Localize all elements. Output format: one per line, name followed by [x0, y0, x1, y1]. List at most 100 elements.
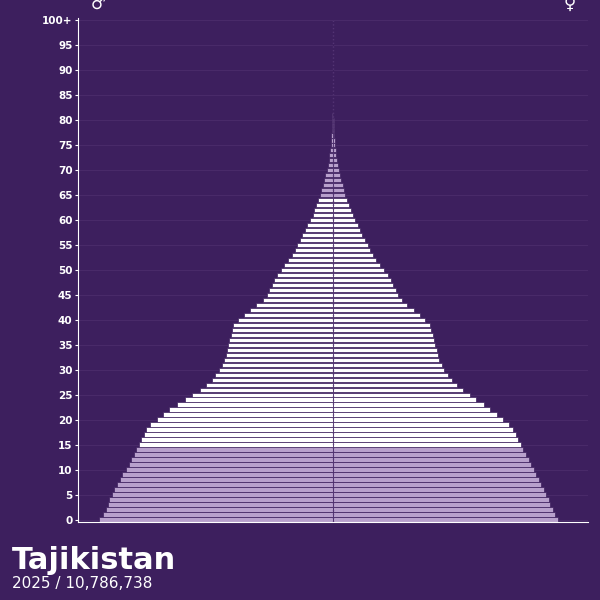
Bar: [297, 243, 333, 247]
Bar: [284, 263, 333, 267]
Bar: [331, 143, 333, 148]
Bar: [333, 243, 368, 247]
Bar: [333, 332, 433, 337]
Bar: [331, 138, 333, 143]
Bar: [332, 123, 333, 128]
Bar: [333, 507, 553, 512]
Bar: [109, 497, 333, 502]
Bar: [333, 183, 343, 187]
Bar: [333, 163, 338, 167]
Bar: [333, 248, 370, 252]
Bar: [126, 467, 333, 472]
Bar: [333, 153, 337, 157]
Bar: [333, 362, 442, 367]
Bar: [288, 258, 333, 262]
Bar: [314, 208, 333, 212]
Bar: [231, 332, 333, 337]
Bar: [333, 472, 536, 477]
Bar: [333, 193, 345, 197]
Bar: [122, 472, 333, 477]
Bar: [281, 268, 333, 272]
Bar: [238, 317, 333, 322]
Bar: [333, 143, 335, 148]
Bar: [333, 343, 435, 347]
Bar: [139, 442, 333, 447]
Bar: [108, 502, 333, 507]
Bar: [333, 208, 351, 212]
Bar: [333, 328, 431, 332]
Bar: [332, 128, 333, 133]
Bar: [222, 362, 333, 367]
Bar: [117, 482, 333, 487]
Bar: [333, 392, 470, 397]
Bar: [144, 433, 333, 437]
Bar: [333, 422, 509, 427]
Bar: [333, 383, 457, 387]
Bar: [324, 178, 333, 182]
Bar: [136, 448, 333, 452]
Bar: [226, 353, 333, 357]
Bar: [142, 437, 333, 442]
Bar: [300, 238, 333, 242]
Bar: [272, 283, 333, 287]
Bar: [329, 158, 333, 163]
Bar: [227, 347, 333, 352]
Bar: [333, 463, 531, 467]
Bar: [212, 377, 333, 382]
Bar: [326, 168, 333, 172]
Bar: [333, 497, 549, 502]
Bar: [333, 238, 365, 242]
Bar: [112, 493, 333, 497]
Bar: [333, 138, 335, 143]
Bar: [333, 407, 490, 412]
Bar: [333, 452, 526, 457]
Bar: [295, 248, 333, 252]
Bar: [333, 118, 334, 122]
Bar: [119, 478, 333, 482]
Bar: [256, 302, 333, 307]
Bar: [320, 193, 333, 197]
Bar: [333, 253, 373, 257]
Bar: [333, 403, 484, 407]
Bar: [330, 148, 333, 152]
Bar: [333, 148, 335, 152]
Bar: [325, 173, 333, 178]
Bar: [99, 517, 333, 522]
Bar: [333, 467, 533, 472]
Bar: [333, 278, 391, 282]
Bar: [333, 228, 360, 232]
Bar: [185, 397, 333, 402]
Text: ♀: ♀: [563, 0, 575, 13]
Bar: [333, 302, 407, 307]
Bar: [333, 263, 380, 267]
Bar: [333, 397, 476, 402]
Bar: [333, 133, 334, 137]
Bar: [323, 183, 333, 187]
Bar: [332, 118, 333, 122]
Bar: [134, 452, 333, 457]
Bar: [269, 288, 333, 292]
Bar: [333, 168, 339, 172]
Text: Tajikistan: Tajikistan: [12, 546, 176, 575]
Bar: [305, 228, 333, 232]
Bar: [206, 383, 333, 387]
Bar: [169, 407, 333, 412]
Bar: [333, 308, 413, 312]
Bar: [313, 213, 333, 217]
Bar: [333, 517, 558, 522]
Bar: [333, 368, 444, 372]
Bar: [319, 198, 333, 202]
Bar: [146, 427, 333, 432]
Bar: [333, 313, 420, 317]
Bar: [307, 223, 333, 227]
Bar: [333, 418, 503, 422]
Bar: [333, 293, 398, 297]
Bar: [150, 422, 333, 427]
Bar: [333, 377, 452, 382]
Bar: [333, 317, 425, 322]
Bar: [103, 512, 333, 517]
Bar: [157, 418, 333, 422]
Bar: [333, 128, 334, 133]
Bar: [115, 487, 333, 492]
Text: 2025 / 10,786,738: 2025 / 10,786,738: [12, 576, 152, 591]
